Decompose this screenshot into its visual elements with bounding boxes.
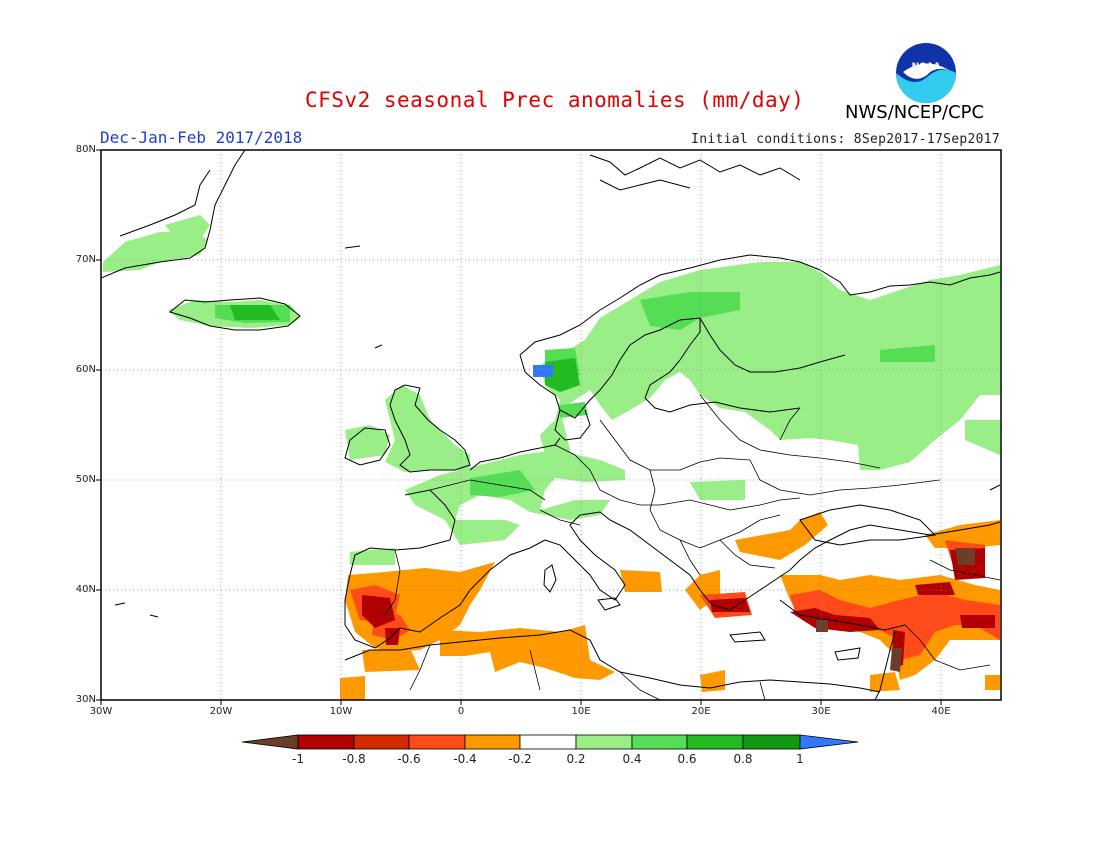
coastlines — [101, 150, 1001, 700]
colorbar-cell-highest — [799, 734, 859, 750]
anomaly-patch-blue — [533, 365, 553, 377]
colorbar-label: -0.4 — [453, 752, 477, 766]
colorbar-cell — [297, 734, 355, 750]
colorbar-cell — [631, 734, 688, 750]
colorbar-label: -1 — [292, 752, 304, 766]
lon-label: 30E — [811, 706, 831, 717]
colorbar-cell — [686, 734, 744, 750]
colorbar-label: 0.6 — [677, 752, 697, 766]
lon-label: 10W — [329, 706, 353, 717]
colorbar-cell — [742, 734, 801, 750]
axis-ticks — [96, 149, 942, 705]
colorbar-cell-lowest — [241, 734, 299, 750]
lat-label: 30N — [75, 694, 96, 705]
lon-label: 40E — [931, 706, 951, 717]
noaa-logo: NOAA — [896, 43, 956, 103]
colorbar-cell — [464, 734, 521, 750]
country-borders — [384, 394, 1001, 700]
lon-label: 20E — [691, 706, 711, 717]
map-title: CFSv2 seasonal Prec anomalies (mm/day) — [305, 88, 805, 112]
colorbar-label: 0.2 — [566, 752, 586, 766]
anomaly-patches-darkgreen — [230, 305, 580, 392]
colorbar-label: 0.4 — [622, 752, 642, 766]
colorbar-label: 0.8 — [733, 752, 753, 766]
season-label: Dec-Jan-Feb 2017/2018 — [100, 128, 303, 147]
lat-label: 40N — [75, 584, 96, 595]
initial-conditions-label: Initial conditions: 8Sep2017-17Sep2017 — [691, 132, 1000, 147]
lat-label: 60N — [75, 364, 96, 375]
colorbar-cell — [575, 734, 633, 750]
lon-label: 10E — [571, 706, 591, 717]
lon-label: 0 — [457, 706, 465, 717]
colorbar-label: -0.6 — [397, 752, 421, 766]
colorbar-cell — [353, 734, 410, 750]
agency-label: NWS/NCEP/CPC — [845, 102, 985, 123]
anomaly-patches-darkred — [362, 548, 995, 668]
colorbar-cell — [408, 734, 466, 750]
lat-label: 50N — [75, 474, 96, 485]
anomaly-patches-brown — [816, 548, 975, 672]
colorbar-cell — [519, 734, 577, 750]
colorbar-label: 1 — [796, 752, 804, 766]
lat-label: 80N — [75, 144, 96, 155]
anomaly-patches-green — [103, 215, 1000, 565]
noaa-logo-text: NOAA — [912, 62, 941, 72]
map-border — [100, 149, 1002, 701]
lon-label: 20W — [209, 706, 233, 717]
colorbar-label: -0.8 — [342, 752, 366, 766]
colorbar — [241, 734, 859, 750]
colorbar-label: -0.2 — [508, 752, 532, 766]
lat-label: 70N — [75, 254, 96, 265]
lon-label: 30W — [89, 706, 113, 717]
